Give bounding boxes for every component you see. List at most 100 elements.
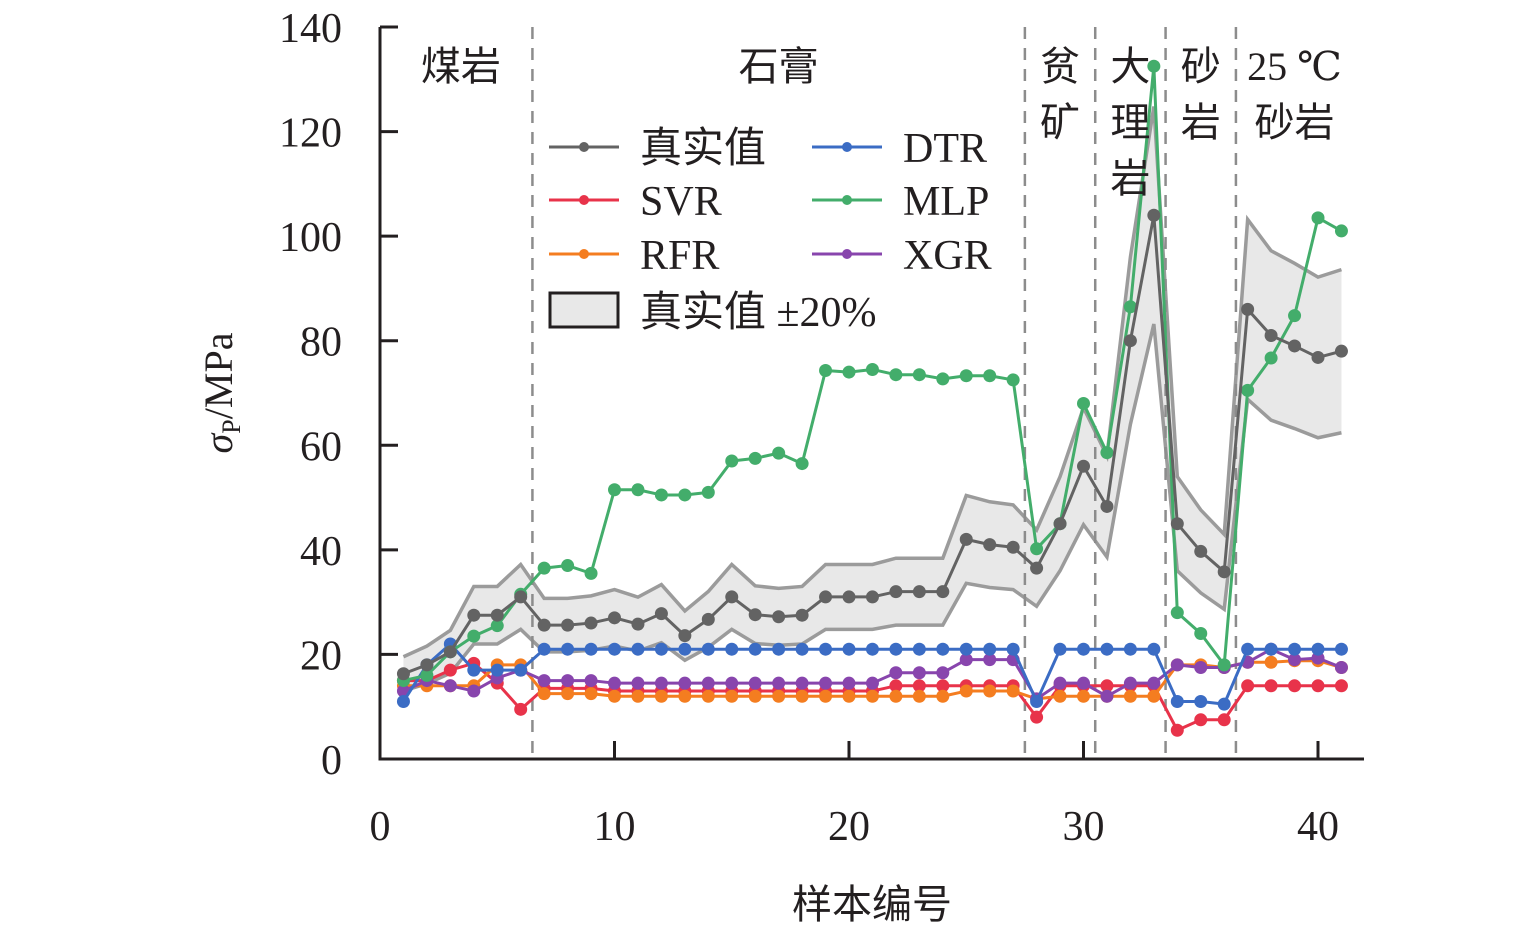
data-point-DTR [889,642,903,656]
legend-swatch-band [548,291,620,329]
data-point-MLP [561,559,575,573]
data-point-真实值 [420,658,434,672]
data-point-RFR [819,689,833,703]
data-point-SVR [912,679,926,693]
data-point-DTR [631,642,645,656]
legend-marker-xgr [842,249,852,259]
data-point-真实值 [1006,540,1020,554]
data-point-DTR [584,642,598,656]
data-point-DTR [795,642,809,656]
data-point-RFR [748,689,762,703]
series-XGR [396,642,1348,706]
y-tick-label: 60 [300,424,342,470]
x-tick-label: 10 [594,804,636,850]
data-point-SVR [514,702,528,716]
data-point-DTR [725,642,739,656]
data-point-XGR [678,676,692,690]
data-point-DTR [1006,642,1020,656]
data-point-真实值 [631,617,645,631]
legend-label-mlp: MLP [903,179,989,225]
data-point-MLP [725,454,739,468]
legend-label-xgr: XGR [903,233,992,279]
data-point-真实值 [748,608,762,622]
data-point-真实值 [795,608,809,622]
data-point-真实值 [1264,328,1278,342]
data-point-XGR [819,676,833,690]
data-point-XGR [608,676,621,690]
data-point-XGR [1194,661,1208,674]
data-point-SVR [936,679,950,693]
data-point-MLP [912,368,926,382]
series-MLP [396,59,1348,688]
data-point-DTR [537,642,551,656]
data-point-真实值 [1334,344,1348,358]
data-point-SVR [443,663,457,677]
x-axis-title: 样本编号 [792,882,952,927]
data-point-RFR [537,687,551,701]
data-point-RFR [1123,689,1137,703]
data-point-SVR [1100,679,1114,693]
data-point-MLP [1100,446,1114,460]
data-point-真实值 [936,585,950,599]
data-point-MLP [1194,627,1208,641]
data-point-XGR [865,676,879,690]
legend-marker-rfr [579,249,589,259]
data-point-RFR [772,689,786,703]
data-point-真实值 [1311,350,1325,364]
data-point-MLP [983,369,997,383]
data-point-真实值 [1100,499,1114,513]
region-label: 贫 [1040,44,1080,89]
data-point-MLP [889,368,903,382]
data-point-XGR [1170,658,1184,672]
data-point-MLP [1217,658,1231,672]
data-point-DTR [936,642,950,656]
legend-item-band: 真实值 ±20% [548,289,877,336]
y-axis-title-unit: /MPa [196,332,241,419]
data-point-真实值 [772,610,786,624]
series-DTR [396,637,1348,711]
data-point-SVR [1217,713,1231,727]
data-point-MLP [1006,373,1020,387]
data-point-MLP [1123,300,1137,314]
data-point-真实值 [467,608,481,622]
data-point-真实值 [1217,565,1231,579]
data-point-真实值 [842,590,856,604]
region-label: 煤岩 [421,44,501,89]
data-point-MLP [631,483,645,497]
data-point-真实值 [396,667,410,681]
data-point-RFR [983,684,997,698]
data-point-XGR [1053,676,1067,690]
data-point-DTR [561,642,575,656]
data-point-RFR [1147,689,1161,703]
data-point-RFR [865,689,879,703]
legend-marker-dtr [842,142,852,152]
legend-label-真实值: 真实值 [640,125,766,172]
data-point-MLP [865,362,879,376]
data-point-DTR [842,642,856,656]
data-point-XGR [983,653,997,667]
data-point-真实值 [1288,339,1302,353]
data-point-真实值 [1123,334,1137,348]
data-point-真实值 [1077,459,1090,473]
data-point-真实值 [1053,517,1067,531]
series-真实值 [396,208,1348,681]
data-point-DTR [983,642,997,656]
data-point-真实值 [1194,544,1208,558]
y-axis-title-sigma: σ [196,432,241,453]
data-point-RFR [795,689,809,703]
data-point-DTR [1123,642,1137,656]
data-point-MLP [795,457,809,471]
data-point-真实值 [983,538,997,552]
data-point-DTR [1217,697,1231,711]
data-point-MLP [467,629,481,643]
data-point-MLP [1241,383,1255,397]
data-point-真实值 [490,608,504,622]
data-point-XGR [912,666,926,680]
data-point-RFR [936,689,950,703]
region-label: 25 ℃ [1247,44,1342,89]
region-label: 砂 [1181,44,1221,89]
data-point-SVR [1264,679,1278,693]
data-point-MLP [420,668,434,682]
data-point-XGR [701,676,715,690]
data-point-RFR [1264,655,1278,669]
